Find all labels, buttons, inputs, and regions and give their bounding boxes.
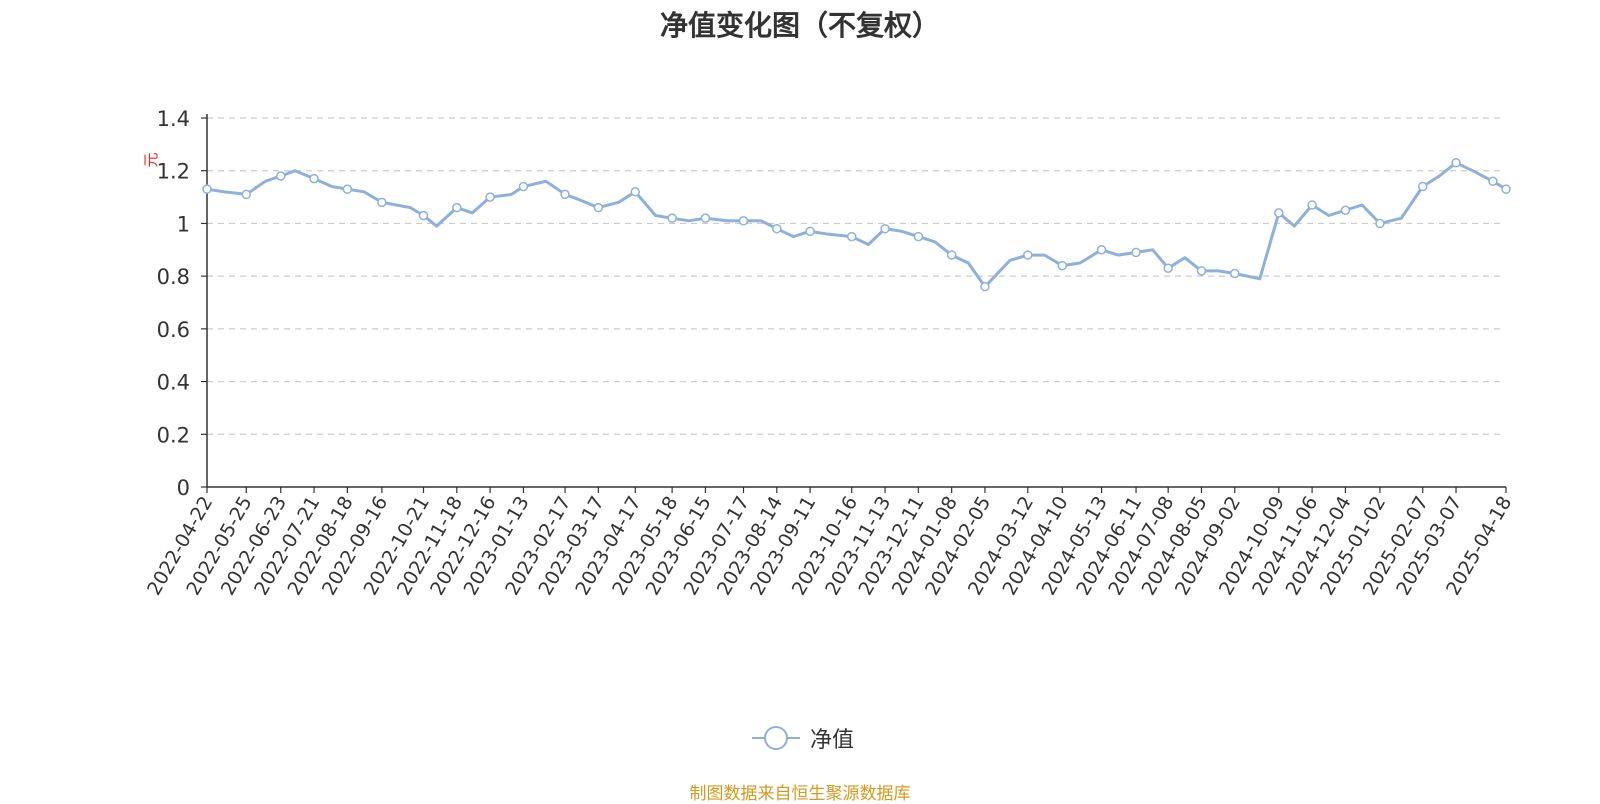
y-tick-label: 1.4 xyxy=(157,107,190,131)
data-point xyxy=(1096,245,1107,255)
data-point xyxy=(738,216,749,226)
y-tick-label: 1.2 xyxy=(157,160,190,184)
data-point xyxy=(1196,266,1207,276)
data-point xyxy=(1417,181,1428,192)
data-point xyxy=(630,187,640,197)
data-point xyxy=(593,202,604,213)
y-tick-label: 0.4 xyxy=(157,371,190,395)
y-tick-label: 1 xyxy=(177,212,190,236)
data-point xyxy=(518,181,529,192)
data-point xyxy=(452,202,462,213)
data-point xyxy=(1375,218,1385,229)
data-point xyxy=(772,223,782,234)
data-point xyxy=(1340,205,1351,215)
legend-label: 净值 xyxy=(810,728,855,753)
series-net-value xyxy=(205,161,1508,289)
data-point xyxy=(276,171,286,181)
data-point xyxy=(667,213,677,223)
data-point xyxy=(946,250,957,260)
series-line xyxy=(205,161,1508,289)
axes: 00.20.40.60.811.21.42022-04-222022-05-25… xyxy=(143,107,1516,599)
data-point xyxy=(700,213,711,223)
data-point xyxy=(880,223,890,234)
data-points xyxy=(202,158,1511,292)
data-point xyxy=(309,173,319,184)
data-point xyxy=(1230,268,1240,279)
y-tick-label: 0.2 xyxy=(157,423,190,447)
data-source-note: 制图数据来自恒生聚源数据库 xyxy=(689,784,911,804)
data-point xyxy=(846,231,857,242)
data-point xyxy=(1131,247,1141,258)
data-point xyxy=(1163,263,1173,273)
chart-title: 净值变化图（不复权） xyxy=(659,9,940,42)
data-point xyxy=(202,184,212,194)
data-point xyxy=(1057,260,1068,271)
data-point xyxy=(1501,184,1511,194)
data-point xyxy=(1023,250,1033,260)
data-point xyxy=(377,197,387,208)
data-point xyxy=(913,231,924,242)
grid-lines xyxy=(207,117,1500,435)
data-point xyxy=(1274,208,1284,218)
data-point xyxy=(1451,158,1461,168)
data-point xyxy=(1488,176,1498,187)
y-axis-unit-label: 元 xyxy=(142,152,160,167)
data-point xyxy=(241,189,252,200)
data-point xyxy=(485,192,495,202)
data-point xyxy=(1307,200,1317,210)
legend[interactable]: 净值 xyxy=(752,723,854,753)
y-tick-label: 0.8 xyxy=(157,265,190,289)
data-point xyxy=(560,189,570,200)
data-point xyxy=(980,281,990,292)
legend-line-icon xyxy=(752,726,800,750)
data-point xyxy=(418,210,429,221)
y-tick-label: 0.6 xyxy=(157,318,190,342)
y-tick-label: 0 xyxy=(177,476,190,500)
data-point xyxy=(805,226,815,237)
data-point xyxy=(342,184,353,194)
